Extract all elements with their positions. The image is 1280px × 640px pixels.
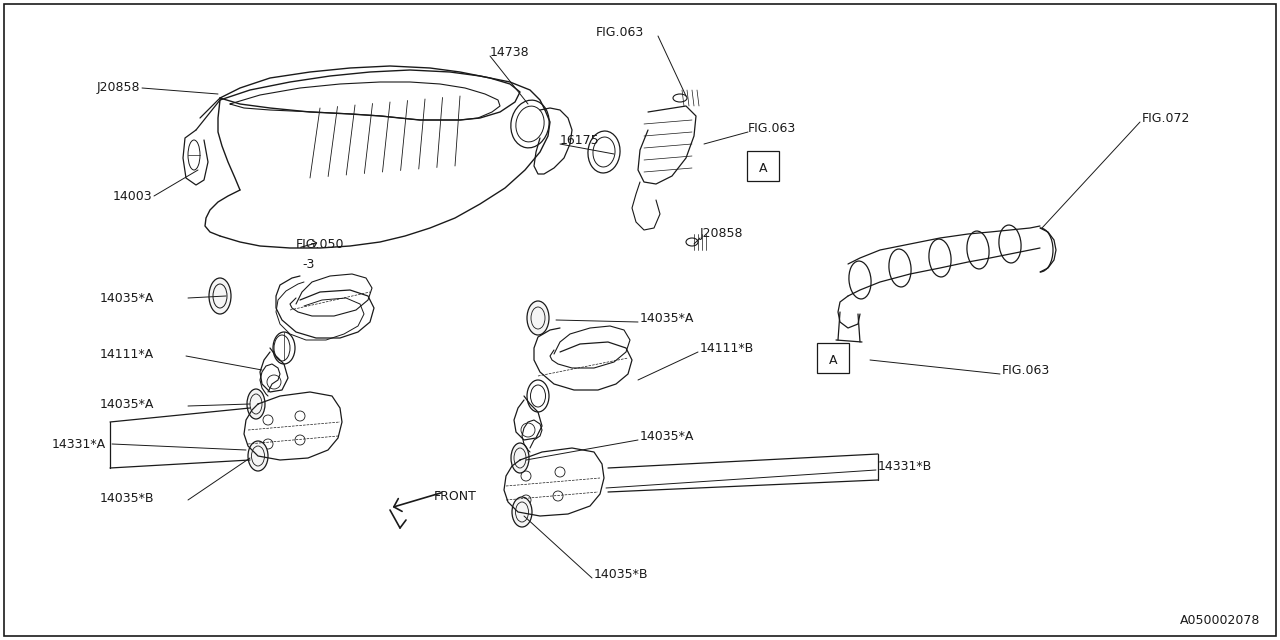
Text: FIG.063: FIG.063 — [596, 26, 644, 38]
Text: FIG.050: FIG.050 — [296, 237, 344, 250]
Text: 14035*A: 14035*A — [100, 397, 154, 410]
Text: FIG.063: FIG.063 — [1002, 364, 1051, 376]
Text: 14035*A: 14035*A — [640, 312, 694, 324]
Text: J20858: J20858 — [96, 81, 140, 95]
Ellipse shape — [248, 441, 268, 471]
Text: -3: -3 — [302, 257, 315, 271]
Text: 14035*B: 14035*B — [100, 492, 154, 504]
FancyBboxPatch shape — [748, 151, 780, 181]
Text: A: A — [759, 161, 767, 175]
Text: 14035*A: 14035*A — [640, 429, 694, 442]
Ellipse shape — [247, 389, 265, 419]
Text: 14331*B: 14331*B — [878, 460, 932, 472]
Text: 14111*B: 14111*B — [700, 342, 754, 355]
Text: 14738: 14738 — [490, 45, 530, 58]
Text: 14035*A: 14035*A — [100, 291, 154, 305]
Text: 14035*B: 14035*B — [594, 568, 649, 580]
Text: FRONT: FRONT — [434, 490, 477, 502]
Text: FIG.072: FIG.072 — [1142, 111, 1190, 125]
Text: 14331*A: 14331*A — [52, 438, 106, 451]
Ellipse shape — [209, 278, 230, 314]
Ellipse shape — [527, 301, 549, 335]
Text: J20858: J20858 — [700, 227, 744, 241]
FancyBboxPatch shape — [817, 343, 849, 373]
Ellipse shape — [512, 497, 532, 527]
Text: FIG.063: FIG.063 — [748, 122, 796, 134]
Text: 14003: 14003 — [113, 189, 152, 202]
Text: A: A — [828, 353, 837, 367]
Text: 16175: 16175 — [561, 134, 599, 147]
Text: A050002078: A050002078 — [1180, 614, 1260, 627]
Ellipse shape — [511, 443, 529, 473]
Text: 14111*A: 14111*A — [100, 348, 154, 360]
